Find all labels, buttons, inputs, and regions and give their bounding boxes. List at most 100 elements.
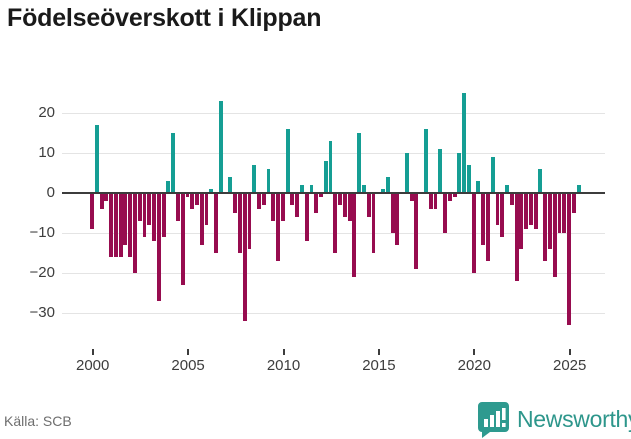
bar-positive <box>576 185 581 193</box>
bar-positive <box>323 161 328 193</box>
x-tick-label: 2015 <box>362 357 396 374</box>
bar-negative <box>261 193 266 205</box>
bar-negative <box>352 193 357 277</box>
bar-positive <box>462 93 467 193</box>
chart-title: Födelseöverskott i Klippan <box>7 4 322 32</box>
bar-positive <box>466 165 471 193</box>
bar-positive <box>357 133 362 193</box>
bar-positive <box>266 169 271 193</box>
y-tick-label: −30 <box>29 304 55 321</box>
bar-negative <box>118 193 123 257</box>
bar-negative <box>548 193 552 249</box>
bar-negative <box>195 193 199 205</box>
bar-negative <box>276 193 281 261</box>
bar-negative <box>395 193 400 245</box>
bar-negative <box>290 193 295 205</box>
bar-negative <box>142 193 147 237</box>
gridline <box>62 272 605 274</box>
x-tick-mark <box>282 349 285 355</box>
bar-negative <box>443 193 447 233</box>
bar-negative <box>295 193 300 217</box>
bar-negative <box>495 193 500 225</box>
bar-negative <box>557 193 562 233</box>
bar-positive <box>404 153 409 193</box>
gridline <box>62 312 605 314</box>
bar-negative <box>533 193 538 229</box>
bar-negative <box>390 193 395 233</box>
zero-axis-line <box>62 192 605 194</box>
bar-negative <box>137 193 142 221</box>
bar-negative <box>180 193 185 285</box>
newsworthy-badge-icon <box>478 401 509 438</box>
bar-negative <box>123 193 128 245</box>
bar-negative <box>156 193 161 301</box>
bar-positive <box>328 141 333 193</box>
bar-positive <box>309 185 314 193</box>
bar-negative <box>185 193 190 197</box>
bar-negative <box>433 193 438 209</box>
bar-negative <box>271 193 276 221</box>
bar-negative <box>237 193 242 253</box>
bar-negative <box>562 193 567 233</box>
bar-negative <box>528 193 533 225</box>
bar-negative <box>524 193 529 229</box>
bar-negative <box>113 193 118 257</box>
newsworthy-logo: Newsworthy <box>477 400 631 438</box>
bar-negative <box>161 193 166 237</box>
y-tick-label: −10 <box>29 224 55 241</box>
bar-positive <box>490 157 495 193</box>
bar-positive <box>424 129 428 193</box>
bar-negative <box>571 193 576 213</box>
bar-negative <box>319 193 323 197</box>
bar-negative <box>366 193 371 217</box>
bar-negative <box>280 193 285 221</box>
bar-negative <box>133 193 137 273</box>
bar-negative <box>509 193 514 205</box>
bar-positive <box>438 149 443 193</box>
bar-negative <box>471 193 476 273</box>
bar-positive <box>285 129 290 193</box>
bar-positive <box>228 177 233 193</box>
x-tick-label: 2005 <box>171 357 205 374</box>
bar-positive <box>209 189 214 193</box>
newsworthy-wordmark: Newsworthy <box>517 405 631 432</box>
bar-positive <box>457 153 462 193</box>
y-tick-label: 20 <box>38 104 55 121</box>
bar-negative <box>314 193 319 213</box>
bar-negative <box>552 193 557 277</box>
bar-negative <box>152 193 156 241</box>
bar-negative <box>371 193 376 253</box>
bar-positive <box>94 125 99 193</box>
x-tick-label: 2025 <box>553 357 587 374</box>
x-tick-mark <box>91 349 94 355</box>
bar-negative <box>333 193 338 253</box>
bar-negative <box>338 193 343 205</box>
bar-positive <box>381 189 385 193</box>
bar-negative <box>128 193 133 257</box>
bar-negative <box>409 193 414 201</box>
x-tick-label: 2010 <box>266 357 301 374</box>
bar-negative <box>204 193 209 225</box>
bar-negative <box>233 193 238 213</box>
x-tick-mark <box>187 349 190 355</box>
bar-negative <box>481 193 486 245</box>
bar-negative <box>447 193 452 201</box>
bar-positive <box>538 169 543 193</box>
bar-negative <box>567 193 571 325</box>
bar-positive <box>252 165 257 193</box>
bar-negative <box>342 193 347 217</box>
bar-positive <box>166 181 171 193</box>
bar-negative <box>175 193 180 221</box>
bar-negative <box>109 193 114 257</box>
source-caption: Källa: SCB <box>4 413 72 429</box>
bar-negative <box>99 193 104 209</box>
x-tick-mark <box>377 349 380 355</box>
bar-negative <box>347 193 352 221</box>
bar-negative <box>247 193 252 249</box>
y-tick-label: 0 <box>46 184 55 201</box>
bar-positive <box>361 185 366 193</box>
bar-positive <box>476 181 481 193</box>
bar-negative <box>304 193 309 241</box>
bar-negative <box>543 193 548 261</box>
x-tick-label: 2000 <box>76 357 110 374</box>
